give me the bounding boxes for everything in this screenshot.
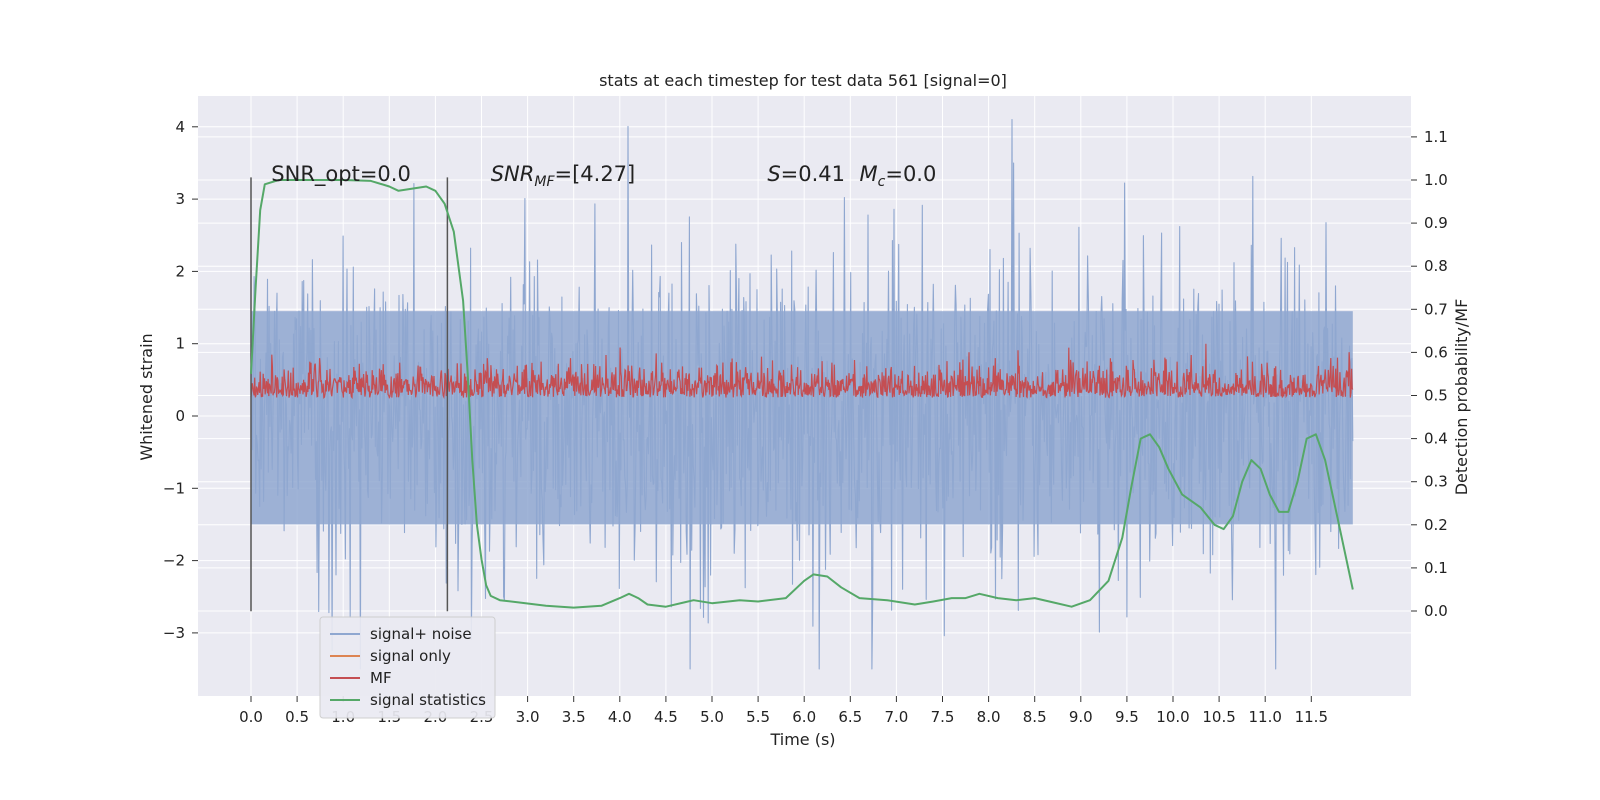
y-right-tick-label: 1.1 <box>1424 128 1448 146</box>
y-left-tick-label: −1 <box>163 479 185 497</box>
x-tick-label: 9.0 <box>1069 708 1093 726</box>
x-tick-label: 8.5 <box>1023 708 1047 726</box>
legend-signal-statistics-label: signal statistics <box>370 691 486 709</box>
annotations: SNR_opt=0.0 SNRMF=[4.27] S=0.41 Mc=0.0 <box>271 162 936 190</box>
signal-noise-band <box>251 311 1353 525</box>
y-right-tick-label: 0.4 <box>1424 430 1448 448</box>
y-right-axis: 1.1 1.0 0.9 0.8 0.7 0.6 0.5 0.4 0.3 0.2 0.1 0.0 <box>1411 128 1448 620</box>
x-tick-label: 6.0 <box>792 708 816 726</box>
x-tick-label: 6.5 <box>838 708 862 726</box>
y-right-tick-label: 0.8 <box>1424 257 1448 275</box>
mf-series <box>250 343 1354 400</box>
signal-statistics-series <box>250 179 1354 609</box>
x-tick-label: 9.5 <box>1115 708 1139 726</box>
x-tick-label: 3.0 <box>516 708 540 726</box>
y-right-tick-label: 0.3 <box>1424 473 1448 491</box>
x-tick-label: 3.5 <box>562 708 586 726</box>
x-tick-label: 10.0 <box>1156 708 1189 726</box>
annotation: SNRMF=[4.27] <box>491 162 636 190</box>
y-left-axis: 4 3 2 1 0 −1 −2 −3 <box>163 118 198 642</box>
y-right-tick-label: 0.1 <box>1424 559 1448 577</box>
x-tick-label: 0.5 <box>285 708 309 726</box>
y-left-axis-label: Whitened strain <box>137 333 156 460</box>
x-tick-label: 11.5 <box>1295 708 1328 726</box>
legend-signal-noise-label: signal+ noise <box>370 625 472 643</box>
y-left-tick-label: 0 <box>175 407 185 425</box>
x-tick-label: 11.0 <box>1248 708 1281 726</box>
legend-mf-label: MF <box>370 669 392 687</box>
y-right-tick-label: 1.0 <box>1424 171 1448 189</box>
x-tick-label: 5.0 <box>700 708 724 726</box>
x-tick-label: 0.0 <box>239 708 263 726</box>
y-left-tick-label: 1 <box>175 335 185 353</box>
annotation: S=0.41 <box>767 162 845 186</box>
legend: signal+ noise signal only MF signal statist… <box>319 616 496 719</box>
y-left-tick-label: 2 <box>175 262 185 280</box>
x-tick-label: 7.5 <box>931 708 955 726</box>
y-right-tick-label: 0.2 <box>1424 516 1448 534</box>
signal-statistics-line <box>250 179 1354 609</box>
chart-title: stats at each timestep for test data 561… <box>599 71 1007 90</box>
mf-line <box>250 343 1354 400</box>
legend-box <box>319 616 496 719</box>
x-tick-label: 4.5 <box>654 708 678 726</box>
y-right-tick-label: 0.5 <box>1424 387 1448 405</box>
x-axis-label: Time (s) <box>769 730 835 749</box>
legend-signal-only-label: signal only <box>370 647 451 665</box>
y-right-tick-label: 0.0 <box>1424 602 1448 620</box>
x-tick-label: 8.0 <box>977 708 1001 726</box>
signal-noise-series <box>250 119 1354 670</box>
x-tick-label: 4.0 <box>608 708 632 726</box>
x-tick-label: 7.0 <box>884 708 908 726</box>
y-left-tick-label: 4 <box>175 118 185 136</box>
marker-lines <box>250 177 449 612</box>
y-right-tick-label: 0.9 <box>1424 214 1448 232</box>
x-tick-label: 5.5 <box>746 708 770 726</box>
y-right-tick-label: 0.6 <box>1424 343 1448 361</box>
y-right-tick-label: 0.7 <box>1424 300 1448 318</box>
annotation: Mc=0.0 <box>860 162 937 190</box>
x-tick-label: 10.5 <box>1202 708 1235 726</box>
y-left-tick-label: 3 <box>175 190 185 208</box>
annotation: SNR_opt=0.0 <box>271 162 411 187</box>
y-left-tick-label: −2 <box>163 552 185 570</box>
y-left-tick-label: −3 <box>163 624 185 642</box>
y-right-axis-label: Detection probability/MF <box>1452 299 1471 496</box>
